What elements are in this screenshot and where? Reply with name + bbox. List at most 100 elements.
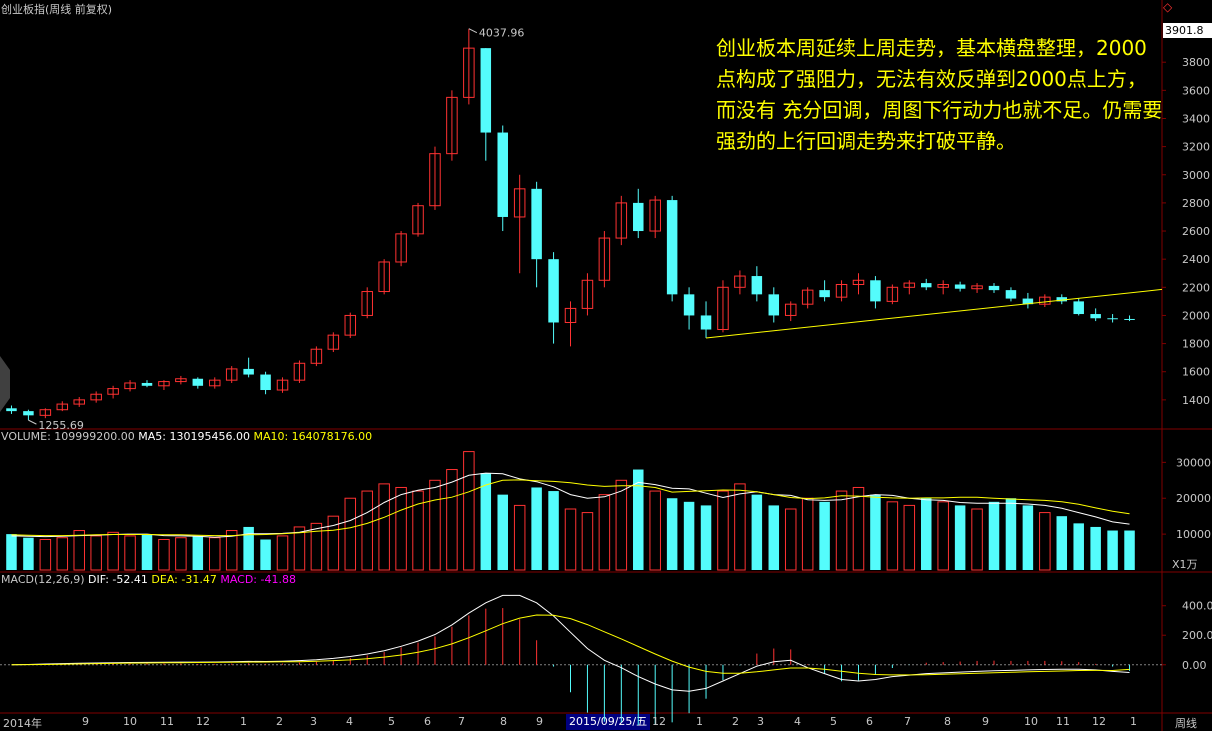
macd-dea-line (11, 614, 1130, 676)
cursor-date-value: 2015/09/25/五 (569, 715, 648, 728)
month-label: 7 (458, 715, 465, 728)
volume-bar (90, 535, 102, 571)
candle-body (768, 294, 780, 316)
candle-body (378, 261, 390, 293)
volume-bar (497, 494, 508, 570)
volume-bar (378, 483, 390, 571)
candle-body (480, 48, 492, 133)
candle-body (1124, 318, 1135, 320)
macd-tick-label: 400.0 (1182, 600, 1212, 613)
volume-bar (633, 469, 644, 570)
candle-body (327, 334, 340, 350)
volume-bar (734, 483, 746, 571)
volume-bar (192, 535, 204, 570)
candle-body (819, 290, 830, 298)
candle-body (412, 205, 424, 235)
candle-body (1056, 297, 1068, 302)
volume-bar (1022, 505, 1034, 570)
candle-body (1107, 318, 1118, 320)
month-label: 3 (757, 715, 764, 728)
diamond-icon[interactable]: ◇ (1163, 0, 1173, 14)
price-tick-label: 2200 (1182, 281, 1210, 294)
volume-bar (649, 490, 661, 571)
candle-body (361, 291, 373, 316)
month-label: 12 (652, 715, 666, 728)
volume-bar (937, 501, 949, 571)
volume-bar (920, 498, 932, 570)
candle-body (801, 289, 814, 305)
volume-bar (1039, 512, 1051, 571)
candle-body (497, 132, 508, 217)
volume-bar (598, 494, 611, 571)
volume-bar (225, 530, 238, 571)
volume-bar (1073, 523, 1084, 570)
price-badge-value: 3901.8 (1165, 24, 1204, 37)
price-tick-label: 3400 (1182, 112, 1210, 125)
volume-value: VOLUME: 109999200.00 (1, 430, 135, 443)
volume-bar (988, 501, 1000, 570)
month-label: 1 (696, 715, 703, 728)
candle-body (751, 276, 763, 295)
volume-bar (1107, 530, 1118, 570)
month-label: 10 (123, 715, 137, 728)
month-label: 1 (1130, 715, 1137, 728)
volume-bar (310, 522, 323, 571)
volume-bar (446, 469, 458, 571)
candle-body (903, 282, 916, 288)
scroll-left-handle[interactable] (0, 356, 10, 412)
candle-body (531, 188, 542, 260)
candle-body (260, 374, 271, 391)
low-price-label: 1255.69 (38, 419, 84, 432)
candle-body (446, 96, 458, 155)
annotation-text: 创业板本周延续上周走势，基本横盘整理，2000点构成了强阻力，无法有效反弹到20… (716, 36, 1163, 153)
macd-dea: DEA: -31.47 (151, 573, 217, 586)
candle-body (835, 283, 848, 298)
price-tick-label: 1800 (1182, 338, 1210, 351)
volume-bar (615, 479, 628, 571)
month-label: 3 (310, 715, 317, 728)
price-tick-label: 2800 (1182, 197, 1210, 210)
volume-bar (751, 494, 763, 570)
volume-bar (954, 505, 966, 570)
price-tick-label: 1400 (1182, 394, 1210, 407)
volume-bar (124, 535, 136, 571)
candle-body (954, 284, 966, 289)
price-tick-label: 2400 (1182, 253, 1210, 266)
volume-bar (1005, 498, 1017, 570)
volume-bar (870, 494, 881, 570)
month-label: 5 (830, 715, 837, 728)
low-marker-arrow (28, 419, 37, 425)
candle-body (784, 303, 797, 316)
candle-body (513, 188, 526, 218)
volume-bar (412, 490, 424, 571)
macd-tick-label: 0.00 (1182, 659, 1207, 672)
candle-body (90, 393, 102, 401)
volume-bar (260, 539, 271, 570)
volume-bar (1056, 516, 1068, 570)
volume-bar (717, 490, 729, 571)
candle-body (293, 362, 306, 381)
candle-body (717, 286, 729, 331)
candle-body (243, 368, 254, 375)
candle-body (581, 279, 594, 309)
candle-body (6, 408, 17, 412)
candle-body (564, 307, 577, 323)
candle-body (39, 409, 52, 416)
macd-tick-label: 200.0 (1182, 629, 1212, 642)
candle-body (141, 382, 153, 386)
volume-bar (39, 539, 52, 571)
candle-body (683, 294, 695, 316)
support-trend-line (705, 288, 1163, 339)
volume-bar (819, 501, 830, 570)
volume-bar (852, 486, 865, 571)
period-label[interactable]: 周线 (1175, 717, 1197, 730)
price-tick-label: 3200 (1182, 141, 1210, 154)
month-label: 8 (944, 715, 951, 728)
volume-bar (327, 515, 340, 571)
volume-bar (683, 501, 695, 570)
candle-body (852, 279, 865, 285)
volume-bar (23, 537, 34, 570)
volume-bar (107, 531, 119, 571)
candle-body (734, 275, 746, 288)
